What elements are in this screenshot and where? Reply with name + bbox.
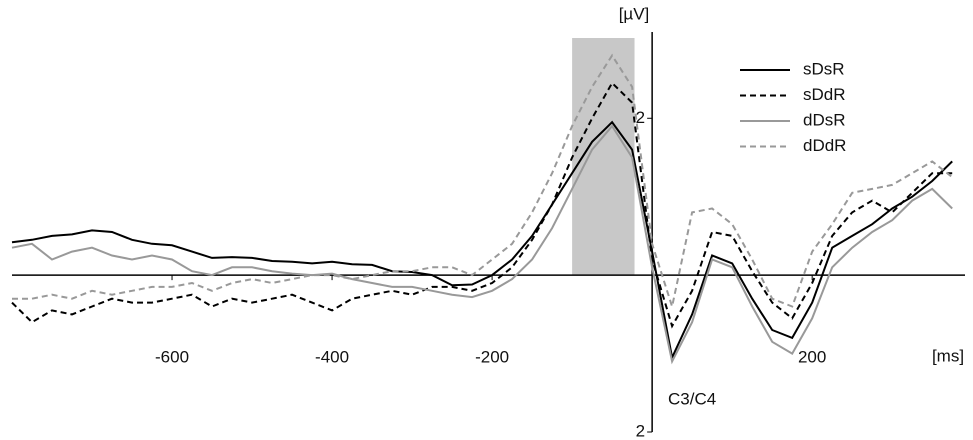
series-line xyxy=(12,53,953,311)
x-tick-label: -400 xyxy=(315,347,349,366)
series-line xyxy=(11,81,953,329)
x-tick-label: -600 xyxy=(155,347,189,366)
legend-label: dDsR xyxy=(803,110,846,129)
x-tick-label: -200 xyxy=(475,347,509,366)
legend-label: sDsR xyxy=(803,59,845,78)
y-axis-label: [µV] xyxy=(619,4,650,23)
series-line xyxy=(11,124,953,365)
x-axis-label: [ms] xyxy=(932,346,964,365)
legend-label: dDdR xyxy=(803,136,846,155)
y-tick-label: 2 xyxy=(636,108,645,127)
highlight-band xyxy=(572,38,635,276)
x-tick-label: 200 xyxy=(798,347,826,366)
legend-label: sDdR xyxy=(803,85,846,104)
annotation: C3/C4 xyxy=(668,389,716,408)
series-line xyxy=(11,120,953,361)
y-tick-label: 2 xyxy=(636,421,645,440)
